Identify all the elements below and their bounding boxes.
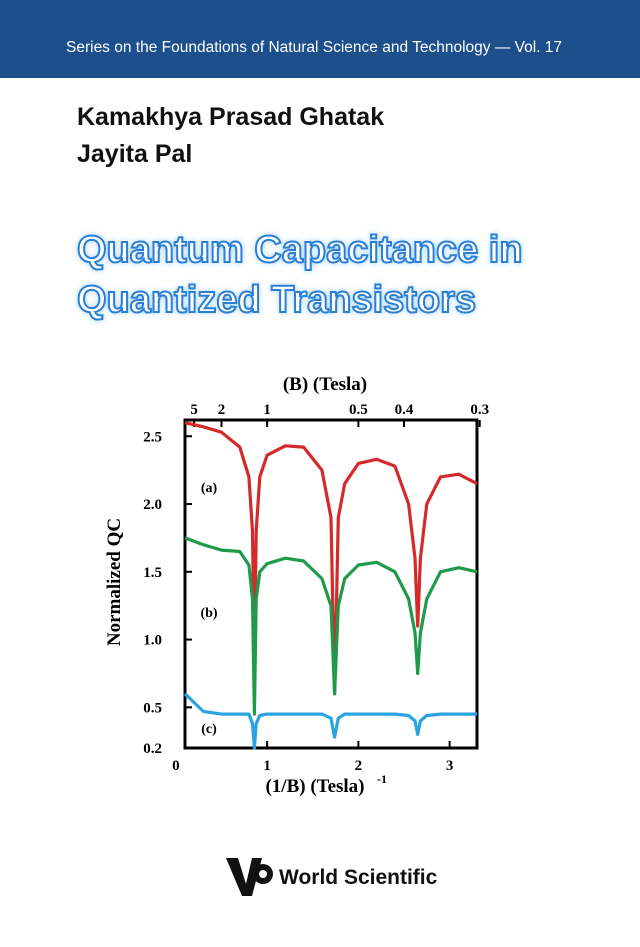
y-tick-label: 0.2: [143, 741, 162, 757]
y-tick-label: 0.5: [143, 700, 162, 716]
y-tick-label: 2.0: [143, 497, 162, 513]
x-tick-label: 2: [355, 758, 363, 774]
author: Jayita Pal: [77, 140, 192, 168]
author: Kamakhya Prasad Ghatak: [77, 103, 384, 131]
publisher-logo: [226, 858, 273, 896]
logo-shape: [226, 858, 262, 896]
book-title: Quantized Transistors: [77, 279, 476, 321]
top-tick-label: 0.3: [470, 402, 489, 418]
series-line: [184, 536, 478, 716]
logo-shape: [259, 870, 267, 878]
top-tick-label: 2: [218, 402, 226, 418]
publisher-name: World Scientific: [279, 866, 438, 889]
top-axis-title: (B) (Tesla): [283, 374, 367, 395]
series-line: [184, 421, 478, 696]
y-tick-label: 1.5: [143, 565, 162, 581]
top-tick-label: 5: [190, 402, 198, 418]
x-tick-label: 0: [172, 758, 180, 774]
series-line: [183, 692, 477, 750]
y-axis-title: Normalized QC: [104, 518, 125, 646]
x-tick-label: 3: [446, 758, 454, 774]
y-tick-label: 2.5: [143, 429, 162, 445]
series-label: (c): [201, 722, 217, 737]
top-tick-label: 0.4: [395, 402, 414, 418]
series-label: (a): [201, 481, 218, 496]
y-tick-label: 1.0: [143, 633, 162, 649]
top-tick-label: 0.5: [349, 402, 368, 418]
series-label: (b): [200, 606, 217, 621]
book-title: Quantum Capacitance in: [77, 229, 523, 271]
top-tick-label: 1: [263, 402, 271, 418]
header-band: [0, 0, 640, 78]
x-tick-label: 1: [263, 758, 271, 774]
x-axis-superscript: -1: [377, 772, 387, 786]
series-title: Series on the Foundations of Natural Sci…: [66, 39, 562, 56]
x-axis-title: (1/B) (Tesla): [265, 776, 364, 797]
plot-frame: [183, 418, 479, 750]
